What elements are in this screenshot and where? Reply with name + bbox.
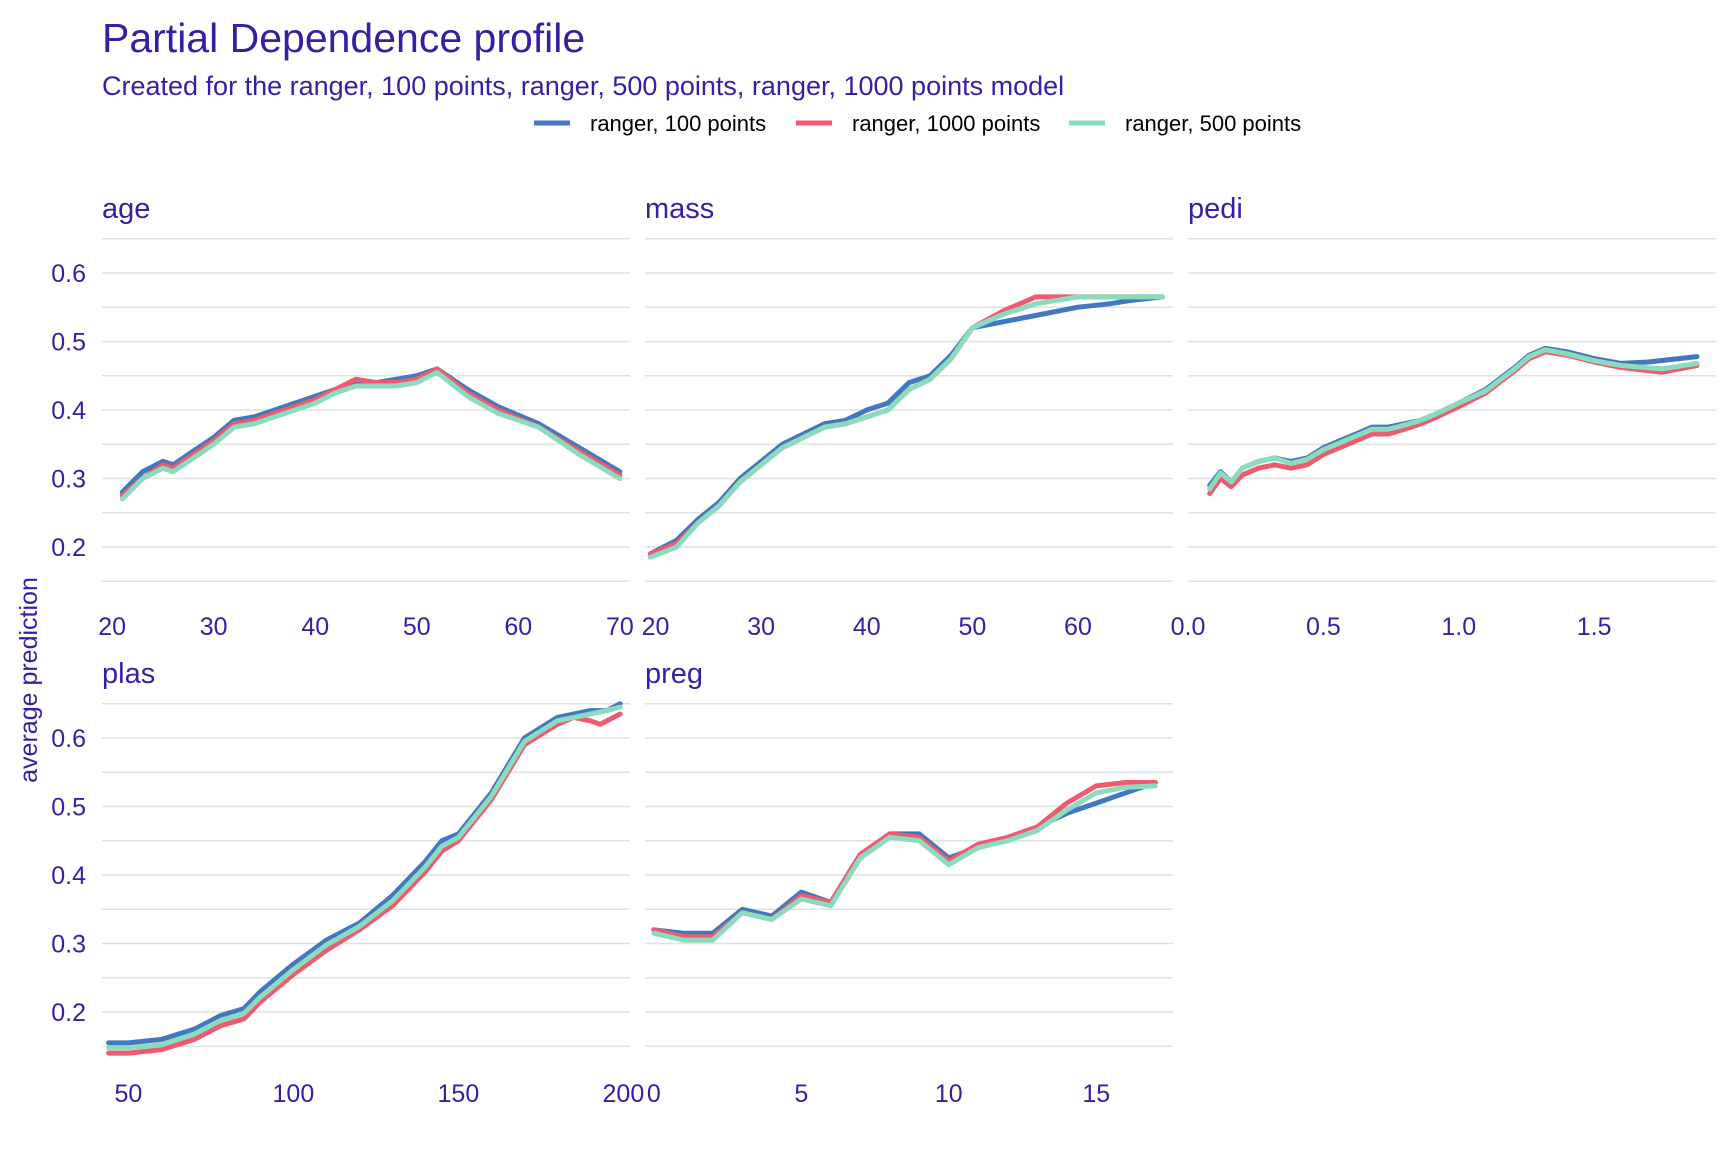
x-tick-label: 50 bbox=[958, 613, 986, 641]
series-line bbox=[651, 783, 1158, 943]
x-tick-label: 30 bbox=[747, 613, 775, 641]
chart-subtitle: Created for the ranger, 100 points, rang… bbox=[102, 71, 1064, 101]
y-tick-label: 0.2 bbox=[51, 999, 86, 1027]
x-tick-label: 0.0 bbox=[1171, 613, 1206, 641]
series-line bbox=[119, 369, 623, 502]
facet-strip-label: mass bbox=[645, 193, 714, 225]
y-axis-label: average prediction bbox=[15, 577, 43, 783]
facet-panel-preg: preg 0 5 10 15 bbox=[645, 658, 1173, 1108]
x-tick-label: 60 bbox=[504, 613, 532, 641]
x-tick-label: 30 bbox=[200, 613, 228, 641]
facet-panel-mass: mass 20 30 40 50 60 bbox=[642, 193, 1173, 641]
legend-entry: ranger, 100 points bbox=[534, 111, 766, 136]
y-tick-label: 0.3 bbox=[51, 931, 86, 959]
series-line bbox=[647, 294, 1165, 560]
y-tick-label: 0.5 bbox=[51, 328, 86, 356]
facet-panel-pedi: pedi 0.0 0.5 1.0 1.5 bbox=[1171, 193, 1716, 641]
series-line bbox=[106, 704, 623, 1051]
x-tick-label: 40 bbox=[301, 613, 329, 641]
series-line bbox=[106, 711, 623, 1056]
facet-strip-label: pedi bbox=[1188, 193, 1243, 225]
y-tick-label: 0.4 bbox=[51, 862, 86, 890]
x-tick-label: 100 bbox=[273, 1080, 315, 1108]
x-tick-label: 150 bbox=[438, 1080, 480, 1108]
x-tick-label: 1.5 bbox=[1577, 613, 1612, 641]
series-line bbox=[1207, 347, 1700, 492]
x-tick-label: 60 bbox=[1064, 613, 1092, 641]
y-tick-label: 0.6 bbox=[51, 260, 86, 288]
legend: ranger, 100 points ranger, 1000 points r… bbox=[534, 111, 1301, 136]
x-tick-label: 50 bbox=[403, 613, 431, 641]
facet-strip-label: plas bbox=[102, 658, 155, 690]
y-tick-label: 0.5 bbox=[51, 793, 86, 821]
x-tick-label: 40 bbox=[853, 613, 881, 641]
series-line bbox=[651, 780, 1158, 936]
y-tick-label: 0.4 bbox=[51, 397, 86, 425]
x-tick-label: 50 bbox=[114, 1080, 142, 1108]
series-line bbox=[119, 366, 623, 499]
x-tick-label: 5 bbox=[794, 1080, 808, 1108]
series-line bbox=[1207, 349, 1700, 497]
x-tick-label: 200 bbox=[603, 1080, 645, 1108]
x-tick-label: 10 bbox=[935, 1080, 963, 1108]
y-tick-label: 0.2 bbox=[51, 534, 86, 562]
legend-entry: ranger, 1000 points bbox=[796, 111, 1040, 136]
x-tick-label: 1.0 bbox=[1441, 613, 1476, 641]
x-tick-label: 20 bbox=[642, 613, 670, 641]
facet-strip-label: age bbox=[102, 193, 150, 225]
facet-panel-plas: plas 0.2 0.3 0.4 0.5 0.6 50 100 150 200 bbox=[51, 658, 644, 1108]
legend-label: ranger, 500 points bbox=[1125, 111, 1301, 136]
x-tick-label: 70 bbox=[606, 613, 634, 641]
x-tick-label: 20 bbox=[98, 613, 126, 641]
facet-panel-age: age 0.2 0.3 0.4 0.5 0.6 20 30 40 50 60 70 bbox=[51, 193, 634, 641]
x-tick-label: 0.5 bbox=[1306, 613, 1341, 641]
y-tick-label: 0.3 bbox=[51, 466, 86, 494]
facet-strip-label: preg bbox=[645, 658, 703, 690]
legend-label: ranger, 1000 points bbox=[852, 111, 1040, 136]
legend-label: ranger, 100 points bbox=[590, 111, 766, 136]
y-tick-label: 0.6 bbox=[51, 725, 86, 753]
x-tick-label: 15 bbox=[1082, 1080, 1110, 1108]
series-line bbox=[106, 701, 623, 1046]
series-line bbox=[651, 780, 1158, 940]
x-tick-label: 0 bbox=[647, 1080, 661, 1108]
series-line bbox=[647, 294, 1165, 557]
legend-entry: ranger, 500 points bbox=[1069, 111, 1301, 136]
series-line bbox=[647, 294, 1165, 557]
chart-title: Partial Dependence profile bbox=[102, 15, 585, 61]
